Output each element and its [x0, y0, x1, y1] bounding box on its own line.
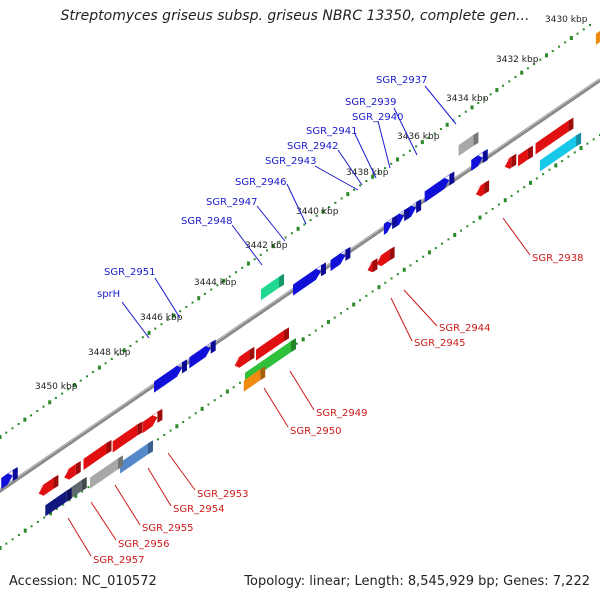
- gene-feature[interactable]: [38, 474, 59, 496]
- gene-feature[interactable]: [595, 25, 600, 45]
- genome-summary: Topology: linear; Length: 8,545,929 bp; …: [244, 574, 590, 589]
- gene-feature[interactable]: [260, 273, 285, 301]
- gene-feature[interactable]: [256, 327, 289, 361]
- gene-feature[interactable]: [504, 153, 517, 169]
- lower-leader-line: [147, 467, 172, 507]
- upper-gene-label[interactable]: SGR_2940: [352, 112, 404, 123]
- upper-gene-label[interactable]: SGR_2939: [345, 97, 397, 108]
- gene-feature[interactable]: [64, 461, 81, 480]
- upper-leader-line: [231, 224, 263, 266]
- lower-leader-line: [502, 217, 531, 256]
- upper-leader-line: [424, 85, 457, 125]
- lower-leader-line: [90, 501, 117, 541]
- upper-gene-label[interactable]: sprH: [97, 289, 120, 300]
- gene-feature[interactable]: [112, 421, 143, 453]
- gene-feature[interactable]: [45, 487, 72, 517]
- kbp-tick-label: 3442 kbp: [245, 241, 288, 251]
- kbp-tick-label: 3444 kbp: [194, 278, 237, 288]
- upper-gene-label[interactable]: SGR_2948: [181, 216, 233, 227]
- upper-leader-line: [286, 183, 307, 225]
- upper-leader-line: [377, 120, 391, 169]
- lower-gene-label[interactable]: SGR_2945: [414, 338, 466, 349]
- gene-feature[interactable]: [83, 440, 112, 470]
- gene-feature[interactable]: [1, 467, 18, 489]
- gene-feature[interactable]: [189, 339, 216, 369]
- upper-gene-label[interactable]: SGR_2951: [104, 267, 156, 278]
- lower-leader-line: [67, 517, 92, 557]
- kbp-tick-label: 3438 kbp: [346, 168, 389, 178]
- kbp-tick-label: 3450 kbp: [35, 382, 78, 392]
- gene-feature[interactable]: [70, 477, 87, 499]
- lower-leader-line: [390, 297, 413, 342]
- gene-feature[interactable]: [243, 366, 266, 392]
- gene-feature[interactable]: [154, 359, 187, 393]
- lower-gene-label[interactable]: SGR_2957: [93, 555, 145, 566]
- lower-leader-line: [289, 370, 315, 411]
- gene-feature[interactable]: [407, 199, 422, 219]
- gene-feature[interactable]: [475, 180, 490, 197]
- lower-leader-line: [263, 387, 289, 428]
- gene-feature[interactable]: [471, 149, 488, 171]
- kbp-tick-label: 3446 kbp: [140, 313, 183, 323]
- gene-feature[interactable]: [458, 131, 479, 157]
- lower-leader-line: [114, 484, 141, 526]
- upper-leader-line: [393, 107, 418, 156]
- map-title: Streptomyces griseus subsp. griseus NBRC…: [60, 8, 530, 24]
- upper-gene-label[interactable]: SGR_2942: [287, 141, 339, 152]
- kbp-tick-label: 3436 kbp: [397, 132, 440, 142]
- gene-feature[interactable]: [535, 117, 574, 155]
- kbp-tick-label: 3434 kbp: [446, 94, 489, 104]
- lower-gene-label[interactable]: SGR_2949: [316, 408, 368, 419]
- upper-gene-label[interactable]: SGR_2943: [265, 156, 317, 167]
- gene-feature[interactable]: [330, 246, 351, 272]
- upper-leader-line: [337, 149, 363, 186]
- gene-feature[interactable]: [120, 440, 153, 474]
- gene-feature[interactable]: [539, 132, 582, 172]
- upper-tick-row: [0, 24, 591, 439]
- upper-leader-line: [314, 165, 359, 191]
- lower-gene-label[interactable]: SGR_2955: [142, 523, 194, 534]
- gene-feature[interactable]: [293, 262, 326, 296]
- upper-leader-line: [354, 133, 377, 179]
- lower-leader-line: [167, 452, 196, 491]
- gene-feature[interactable]: [424, 171, 455, 203]
- lower-gene-label[interactable]: SGR_2954: [173, 504, 225, 515]
- gene-feature[interactable]: [383, 215, 398, 235]
- lower-gene-label[interactable]: SGR_2950: [290, 426, 342, 437]
- lower-gene-label[interactable]: SGR_2953: [197, 489, 249, 500]
- kbp-tick-label: 3430 kbp: [545, 15, 588, 25]
- gene-feature[interactable]: [142, 408, 163, 434]
- lower-leader-line: [403, 289, 438, 327]
- gene-feature[interactable]: [518, 145, 533, 167]
- upper-leader-line: [256, 205, 286, 242]
- gene-feature[interactable]: [90, 455, 123, 489]
- accession-text: Accession: NC_010572: [9, 574, 157, 589]
- gene-feature[interactable]: [395, 207, 410, 227]
- gene-feature[interactable]: [376, 246, 395, 267]
- upper-gene-label[interactable]: SGR_2937: [376, 75, 428, 86]
- upper-gene-label[interactable]: SGR_2941: [306, 126, 358, 137]
- kbp-tick-label: 3440 kbp: [296, 207, 339, 217]
- lower-gene-label[interactable]: SGR_2944: [439, 323, 491, 334]
- lower-gene-label[interactable]: SGR_2956: [118, 539, 170, 550]
- kbp-tick-label: 3432 kbp: [496, 55, 539, 65]
- gene-feature[interactable]: [234, 346, 255, 368]
- upper-gene-label[interactable]: SGR_2947: [206, 197, 258, 208]
- upper-leader-line: [121, 301, 150, 339]
- upper-gene-label[interactable]: SGR_2946: [235, 177, 287, 188]
- kbp-tick-label: 3448 kbp: [88, 348, 131, 358]
- lower-tick-row: [0, 134, 600, 550]
- gene-feature[interactable]: [367, 258, 378, 273]
- upper-leader-line: [154, 277, 181, 319]
- lower-gene-label[interactable]: SGR_2938: [532, 253, 584, 264]
